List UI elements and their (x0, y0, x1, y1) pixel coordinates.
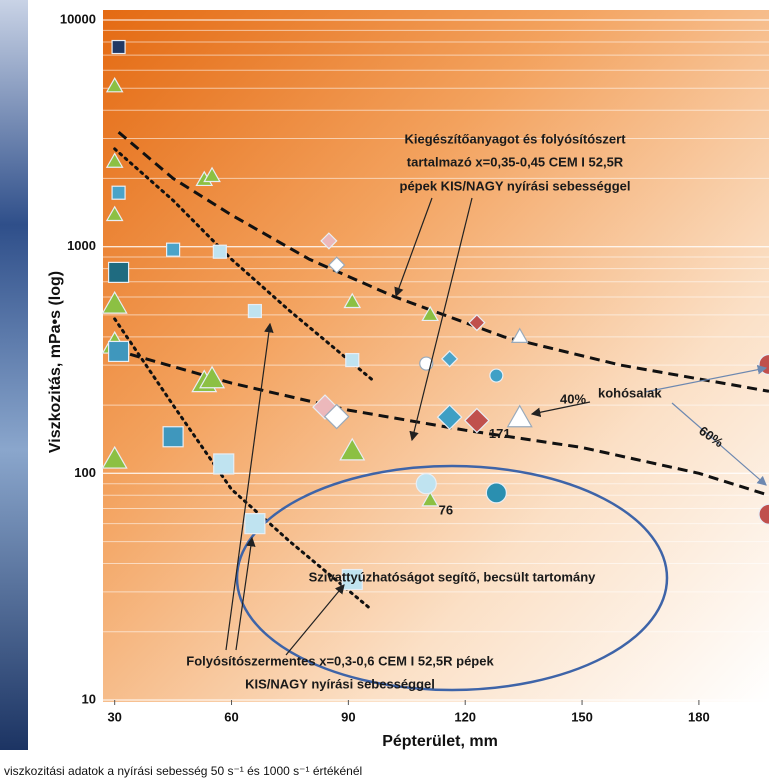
square-marker (162, 426, 184, 448)
circle-marker (415, 473, 437, 495)
triangle-marker (421, 305, 439, 322)
diamond-marker (323, 403, 350, 430)
circle-marker (419, 356, 434, 371)
square-marker (247, 303, 262, 319)
annotation: KIS/NAGY nyírási sebességgel (245, 676, 435, 691)
triangle-marker (203, 166, 221, 183)
triangle-marker (199, 365, 226, 389)
y-tick-label: 10 (82, 691, 96, 706)
annotation: pépek KIS/NAGY nyírási sebességgel (400, 178, 631, 193)
triangle-marker (506, 404, 533, 428)
region-ellipse (235, 464, 669, 692)
data-label: 76 (439, 502, 453, 517)
triangle-marker (101, 445, 128, 469)
arrow (530, 401, 591, 417)
triangle-marker (339, 437, 366, 461)
square-marker (111, 39, 126, 55)
diamond-marker (436, 404, 463, 430)
diamond-marker (440, 350, 459, 368)
x-axis-title: Pépterület, mm (382, 733, 498, 750)
trend-line (117, 131, 769, 393)
y-tick-label: 1000 (67, 238, 96, 253)
background-photo-strip (0, 0, 28, 750)
triangle-marker (343, 292, 362, 309)
arrow (409, 197, 473, 442)
arrow (644, 364, 768, 393)
square-marker (166, 242, 181, 257)
y-axis-title: Viszkozitás, mPa•s (log) (47, 271, 64, 453)
triangle-marker (510, 327, 529, 343)
arrow (225, 322, 274, 651)
square-marker (107, 340, 130, 363)
annotation: Szivattyúzhatóságot segítő, becsült tart… (309, 569, 597, 584)
square-marker (111, 185, 126, 200)
caption: viszkozitási adatok a nyírási sebesség 5… (4, 764, 362, 778)
triangle-marker (101, 290, 128, 314)
annotation: 40% (560, 391, 586, 406)
annotation: tartalmazó x=0,35-0,45 CEM I 52,5R (407, 154, 624, 169)
arrow (285, 584, 345, 656)
y-tick-label: 10000 (60, 11, 96, 26)
triangle-marker (105, 76, 124, 93)
circle-marker (485, 482, 507, 504)
arrow (671, 402, 767, 486)
square-marker (341, 568, 363, 591)
circle-marker (758, 503, 769, 525)
diamond-marker (320, 232, 338, 250)
square-marker (212, 244, 227, 259)
x-tick-label: 60 (224, 709, 238, 724)
arrow (394, 197, 433, 298)
plot-area (103, 10, 769, 702)
x-tick-label: 150 (571, 709, 593, 724)
x-tick-label: 180 (688, 709, 710, 724)
annotation: kohósalak (598, 385, 662, 400)
diamond-marker (468, 314, 486, 332)
square-marker (107, 261, 130, 283)
diamond-marker (464, 407, 490, 434)
x-tick-label: 90 (341, 709, 355, 724)
triangle-marker (421, 491, 439, 507)
arrow (235, 536, 256, 651)
trend-line (113, 317, 374, 612)
circle-marker (489, 368, 504, 383)
square-marker (213, 453, 235, 475)
annotation: Kiegészítőanyagot és folyósítószert (404, 131, 626, 146)
triangle-marker (105, 205, 124, 222)
annotation: Folyósítószermentes x=0,3-0,6 CEM I 52,5… (186, 653, 494, 668)
y-tick-label: 100 (74, 465, 96, 480)
square-marker (345, 352, 360, 368)
data-label: 171 (489, 426, 511, 441)
x-tick-label: 120 (454, 709, 476, 724)
triangle-marker (105, 152, 124, 168)
trend-line (113, 147, 374, 381)
diamond-marker (328, 256, 346, 274)
x-tick-label: 30 (107, 709, 121, 724)
trend-line (114, 348, 769, 497)
square-marker (244, 513, 266, 535)
